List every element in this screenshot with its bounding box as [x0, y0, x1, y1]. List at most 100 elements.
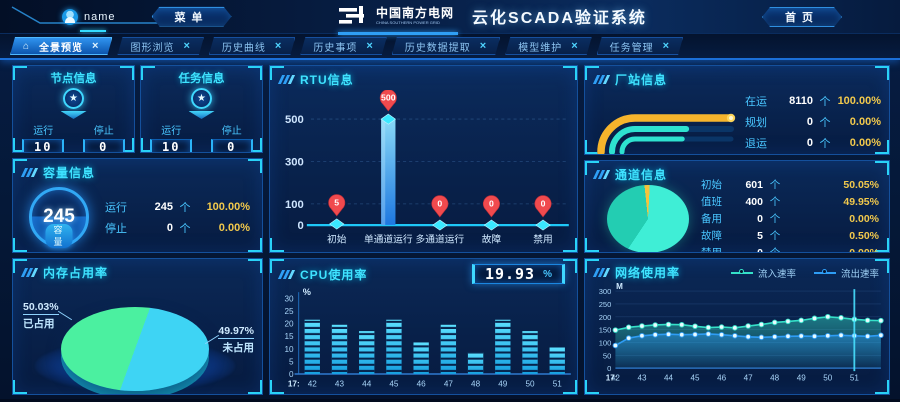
panel-slashes-icon — [592, 75, 611, 84]
node-stop-label: 停止 — [93, 126, 114, 137]
svg-text:0: 0 — [607, 364, 611, 373]
node-badge-icon: ★ — [13, 88, 134, 119]
channel-row: 值班 400 个 49.95% — [701, 195, 879, 209]
svg-text:51: 51 — [850, 373, 860, 382]
svg-text:故障: 故障 — [482, 232, 502, 245]
tab-label: 图形浏览 — [130, 42, 175, 54]
panel-task-info: 任务信息 ★ 运行 10 停止 0 — [140, 65, 263, 153]
station-row: 在运 8110 个 100.00% — [745, 95, 881, 108]
tab-close-icon[interactable]: × — [662, 40, 671, 52]
memory-pie-chart: 50.03% 已占用 49.97% 未占用 — [13, 283, 262, 395]
svg-text:禁用: 禁用 — [533, 233, 552, 245]
capacity-row: 运行 245 个 100.00% — [105, 200, 250, 214]
svg-text:44: 44 — [664, 373, 674, 382]
menu-button[interactable]: 菜单 — [152, 7, 232, 27]
tab-history-curve[interactable]: 历史曲线 × — [209, 37, 295, 55]
tab-model-maintenance[interactable]: 模型维护 × — [505, 37, 591, 55]
svg-text:150: 150 — [599, 326, 612, 335]
svg-text:单通道运行: 单通道运行 — [364, 232, 413, 245]
callout-line — [57, 310, 72, 321]
svg-text:0: 0 — [437, 199, 442, 209]
panel-node-info: 节点信息 ★ 运行 10 停止 0 — [12, 65, 135, 153]
svg-text:10: 10 — [284, 345, 294, 354]
svg-text:17:: 17: — [288, 379, 300, 388]
panel-memory-usage: 内存占用率 50.03% 已占用 49.97% 未占用 — [12, 258, 263, 396]
svg-text:17:: 17: — [606, 373, 618, 382]
svg-text:43: 43 — [335, 379, 345, 388]
task-stop-label: 停止 — [221, 126, 242, 137]
svg-text:250: 250 — [599, 300, 612, 309]
capacity-row: 停止 0 个 0.00% — [105, 221, 250, 235]
svg-text:500: 500 — [381, 93, 396, 103]
tab-close-icon[interactable]: × — [92, 40, 100, 52]
channel-row: 初始 601 个 50.05% — [701, 178, 879, 192]
capacity-panel-title: 容量信息 — [43, 166, 96, 180]
tab-history-events[interactable]: 历史事项 × — [300, 37, 386, 55]
panel-slashes-icon — [277, 269, 296, 279]
svg-text:100: 100 — [285, 199, 304, 211]
footer-strip — [0, 399, 900, 402]
panel-capacity-info: 容量信息 245 容量 运行 245 个 100.00% 停止 0 — [12, 158, 263, 253]
panel-slashes-icon — [592, 170, 611, 179]
capacity-gauge-value: 245 — [43, 206, 75, 227]
tab-history-data[interactable]: 历史数据提取 × — [392, 37, 500, 55]
rtu-bar-chart: 0 100 300 500 5 初始 500 单通道运行 0 多通道运行 0 故障 0 禁用 — [285, 90, 569, 245]
svg-text:46: 46 — [417, 379, 427, 388]
tab-close-icon[interactable]: × — [274, 40, 283, 52]
tab-task-management[interactable]: 任务管理 × — [597, 37, 683, 55]
panel-rtu-info: RTU信息 0 100 300 500 5 初始 500 单通道运行 0 多通道运行 0 故障 0 禁用 — [269, 65, 578, 253]
task-panel-title: 任务信息 — [178, 73, 225, 85]
tab-overview[interactable]: ⌂ 全景预览 × — [10, 37, 112, 55]
app-title: 云化SCADA验证系统 — [472, 10, 647, 27]
svg-text:300: 300 — [285, 157, 304, 169]
tab-label: 历史数据提取 — [404, 42, 471, 54]
beam-icon — [188, 111, 215, 119]
home-button[interactable]: 首页 — [762, 7, 842, 27]
node-panel-title: 节点信息 — [50, 73, 97, 85]
tab-close-icon[interactable]: × — [366, 40, 374, 52]
task-stop-value: 0 — [210, 139, 253, 152]
dashboard: 节点信息 ★ 运行 10 停止 0 任务信息 — [0, 60, 900, 399]
tab-label: 历史事项 — [313, 42, 358, 54]
memory-pie — [61, 307, 209, 391]
header: name 菜单 中国南方电网 CHINA SOUTHERN POWER GRID… — [0, 0, 900, 35]
task-run-value: 10 — [150, 139, 193, 152]
tab-bar: ⌂ 全景预览 × 图形浏览 × 历史曲线 × 历史事项 × 历史数据提取 × 模… — [0, 34, 900, 60]
legend-item[interactable]: 流入速率 — [730, 266, 796, 280]
svg-text:48: 48 — [770, 373, 780, 382]
cpu-panel-title: CPU使用率 — [300, 267, 368, 282]
user-chip[interactable]: name — [62, 8, 116, 32]
tab-close-icon[interactable]: × — [479, 40, 488, 52]
tab-label: 全景预览 — [39, 42, 84, 54]
legend-label: 流出速率 — [840, 268, 879, 280]
tab-graphic-browse[interactable]: 图形浏览 × — [117, 37, 203, 55]
svg-text:15: 15 — [284, 332, 294, 341]
panel-channel-info: 通道信息 初始 601 个 50.05% 值班 400 个 49.95% — [584, 160, 890, 253]
cpu-bar-chart: 0 5 10 15 20 25 30% 42 43 44 45 46 47 48 49 50 51 17: — [284, 287, 571, 388]
brand-name-en: CHINA SOUTHERN POWER GRID — [376, 20, 440, 25]
tab-close-icon[interactable]: × — [183, 40, 191, 52]
network-line-chart: 0 50 100 150 200 250 300 M 42 43 44 45 46 47 48 49 50 51 1… — [599, 283, 884, 382]
name-underline — [80, 29, 106, 32]
svg-text:43: 43 — [637, 373, 647, 382]
svg-text:20: 20 — [284, 320, 294, 329]
svg-text:42: 42 — [611, 373, 621, 382]
title-underline — [338, 32, 458, 35]
memory-panel-title: 内存占用率 — [43, 266, 109, 280]
svg-text:44: 44 — [362, 379, 372, 388]
svg-text:200: 200 — [599, 313, 612, 322]
svg-text:47: 47 — [744, 373, 754, 382]
panel-network-usage: 网络使用率 流入速率 流出速率 0 50 100 150 200 250 300 M 42 43 44… — [584, 258, 890, 396]
home-tab-icon: ⌂ — [23, 40, 31, 52]
brand: 中国南方电网 CHINA SOUTHERN POWER GRID 云化SCADA… — [338, 4, 647, 28]
brand-name-cn: 中国南方电网 — [376, 5, 455, 20]
svg-text:5: 5 — [289, 357, 294, 366]
svg-text:100: 100 — [599, 338, 612, 347]
svg-text:0: 0 — [541, 199, 546, 209]
network-panel-title: 网络使用率 — [615, 266, 681, 280]
legend-item[interactable]: 流出速率 — [813, 266, 879, 280]
task-badge-icon: ★ — [141, 88, 262, 119]
tab-label: 历史曲线 — [221, 42, 266, 54]
rtu-panel-title: RTU信息 — [300, 73, 354, 87]
tab-close-icon[interactable]: × — [571, 40, 579, 52]
